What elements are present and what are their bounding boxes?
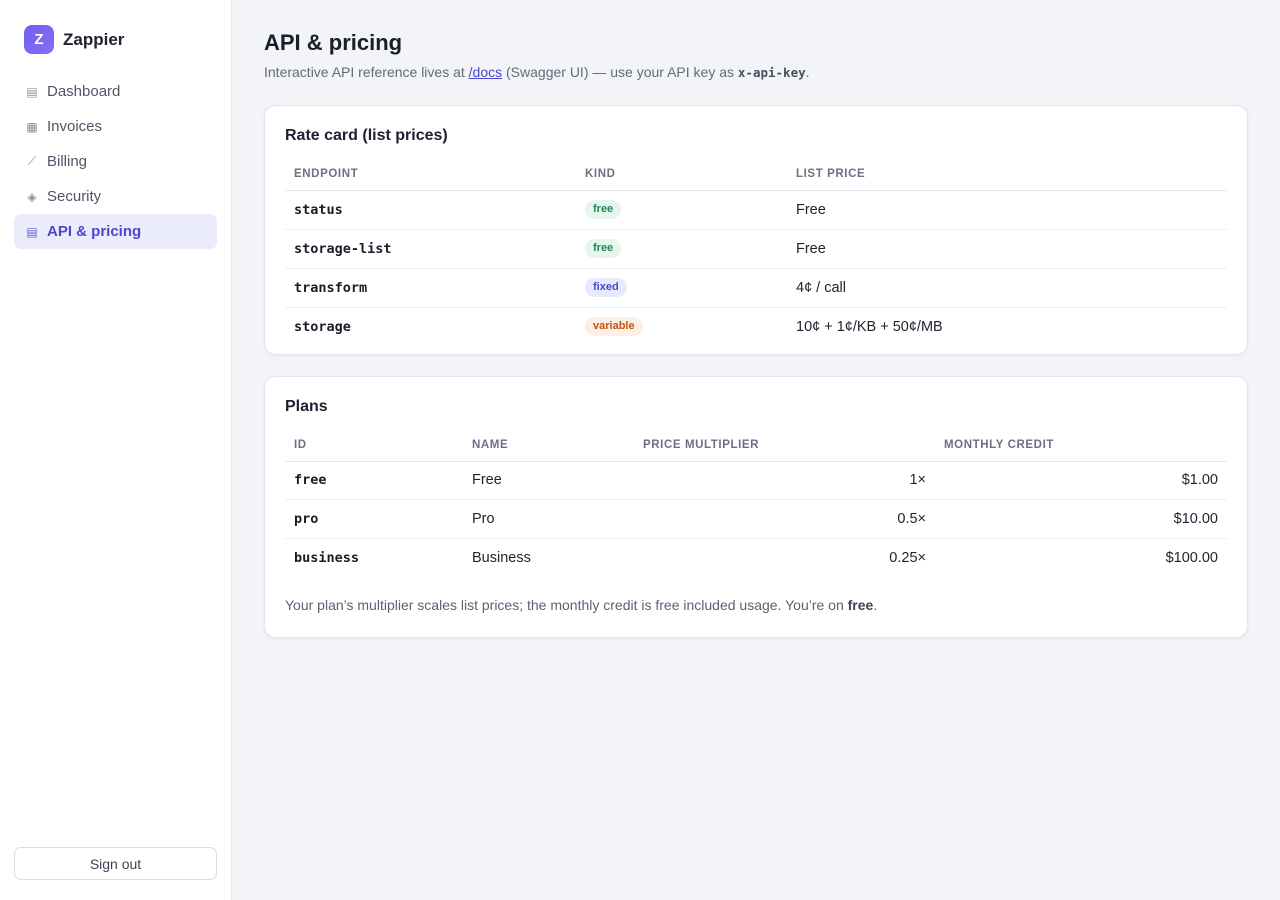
plan-id-cell: pro (285, 499, 463, 539)
docs-link[interactable]: /docs (468, 64, 503, 80)
sidebar: Z Zappier ▤ Dashboard ▦ Invoices ⟋ Billing ◈ Se… (0, 0, 232, 900)
sidebar-item-label: API & pricing (47, 223, 142, 240)
column-header-monthly-credit: MONTHLY CREDIT (935, 429, 1227, 462)
table-row: pro Pro 0.5× $10.00 (285, 499, 1227, 539)
page-title: API & pricing (264, 30, 403, 55)
monthly-credit-cell: $1.00 (935, 461, 1227, 500)
sidebar-item-label: Dashboard (47, 83, 121, 100)
rate-card: Rate card (list prices) ENDPOINT KIND LI… (264, 105, 1248, 355)
list-icon: ▤ (26, 224, 38, 239)
plans-note-suffix: . (873, 596, 878, 613)
brand: Z Zappier (24, 25, 124, 54)
plans-table: ID NAME PRICE MULTIPLIER MONTHLY CREDIT … (285, 429, 1227, 577)
kind-cell: variable (576, 307, 787, 346)
plan-id-cell: free (285, 461, 463, 500)
brand-name: Zappier (63, 29, 125, 49)
monthly-credit-cell: $10.00 (935, 499, 1227, 539)
plans-note-prefix: Your plan’s multiplier scales list price… (285, 596, 848, 613)
sign-out-button[interactable]: Sign out (14, 847, 217, 880)
plan-name-cell: Business (472, 549, 531, 566)
column-header-endpoint: ENDPOINT (285, 158, 576, 191)
kind-badge: variable (585, 317, 643, 337)
endpoint-cell: transform (285, 268, 576, 308)
sidebar-item-label: Billing (47, 153, 88, 170)
sidebar-nav: ▤ Dashboard ▦ Invoices ⟋ Billing ◈ Security ▤ API… (14, 74, 217, 249)
table-row: transform fixed 4¢ / call (285, 268, 1227, 308)
rate-card-body: status free Free storage-list free Free transf… (285, 190, 1227, 346)
rate-card-table: ENDPOINT KIND LIST PRICE status free Free s… (285, 158, 1227, 346)
sidebar-item-label: Invoices (47, 118, 103, 135)
kind-cell: free (576, 190, 787, 230)
kind-badge: free (585, 200, 622, 219)
subtitle-prefix: Interactive API reference lives at (264, 64, 469, 80)
kind-badge: fixed (585, 278, 627, 297)
brand-logo: Z (24, 25, 54, 54)
rate-card-title: Rate card (list prices) (285, 127, 448, 144)
sidebar-item-security[interactable]: ◈ Security (14, 179, 217, 214)
endpoint-cell: storage-list (285, 229, 576, 269)
price-multiplier-cell: 0.25× (889, 549, 926, 566)
price-multiplier-cell: 1× (634, 461, 935, 500)
kind-cell: fixed (576, 268, 787, 308)
plan-id-cell: business (294, 549, 360, 566)
column-header-price-multiplier: PRICE MULTIPLIER (634, 429, 935, 462)
table-row: free Free 1× $1.00 (285, 461, 1227, 500)
column-header-kind: KIND (576, 158, 787, 191)
plan-name-cell: Pro (463, 499, 634, 539)
sidebar-item-billing[interactable]: ⟋ Billing (14, 144, 217, 179)
plans-body: free Free 1× $1.00 pro Pro 0.5× $10.00 business B… (285, 461, 1227, 577)
list-price-cell: Free (787, 229, 1227, 269)
table-row: storage variable 10¢ + 1¢/KB + 50¢/MB (285, 307, 1227, 346)
table-row: storage-list free Free (285, 229, 1227, 269)
list-price-cell: 10¢ + 1¢/KB + 50¢/MB (796, 318, 943, 335)
main-content: API & pricing Interactive API reference … (264, 30, 1248, 638)
kind-cell: free (576, 229, 787, 269)
list-price-cell: 4¢ / call (787, 268, 1227, 308)
price-multiplier-cell: 0.5× (634, 499, 935, 539)
column-header-id: ID (285, 429, 463, 462)
plans-header-row: ID NAME PRICE MULTIPLIER MONTHLY CREDIT (285, 429, 1227, 462)
trend-icon: ⟋ (27, 154, 37, 168)
page-subtitle: Interactive API reference lives at /docs… (264, 63, 1248, 82)
subtitle-middle: (Swagger UI) — use your API key as (502, 64, 738, 80)
rate-card-header-row: ENDPOINT KIND LIST PRICE (285, 158, 1227, 191)
list-price-cell: Free (787, 190, 1227, 230)
table-row: status free Free (285, 190, 1227, 230)
plans-note: Your plan’s multiplier scales list price… (285, 577, 1227, 637)
monthly-credit-cell: $100.00 (1165, 549, 1218, 566)
column-header-list-price: LIST PRICE (787, 158, 1227, 191)
plan-name-cell: Free (463, 461, 634, 500)
sidebar-item-dashboard[interactable]: ▤ Dashboard (14, 74, 217, 109)
api-key-header-name: x-api-key (737, 65, 806, 80)
endpoint-cell: storage (294, 318, 351, 335)
endpoint-cell: status (285, 190, 576, 230)
current-plan: free (847, 596, 874, 613)
sidebar-item-invoices[interactable]: ▦ Invoices (14, 109, 217, 144)
sidebar-item-label: Security (47, 188, 102, 205)
subtitle-suffix: . (805, 64, 810, 80)
grid-icon: ▦ (26, 119, 38, 134)
column-header-name: NAME (463, 429, 634, 462)
diamond-icon: ◈ (27, 189, 37, 204)
table-row: business Business 0.25× $100.00 (285, 538, 1227, 577)
sidebar-item-api-pricing[interactable]: ▤ API & pricing (14, 214, 217, 249)
plans-title: Plans (285, 398, 328, 415)
kind-badge: free (585, 239, 622, 258)
list-icon: ▤ (26, 84, 38, 99)
plans-card: Plans ID NAME PRICE MULTIPLIER MONTHLY C… (264, 376, 1248, 638)
